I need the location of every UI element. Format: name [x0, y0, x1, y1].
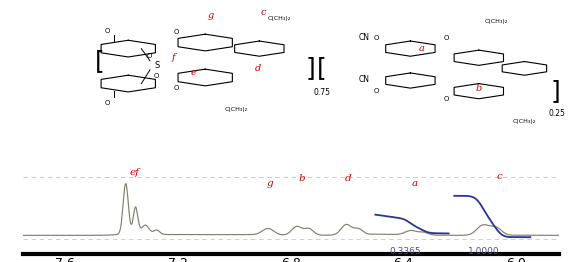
Text: b: b	[299, 174, 306, 183]
Text: 0.3365: 0.3365	[389, 247, 421, 256]
Text: CN: CN	[358, 74, 369, 84]
Text: 0.25: 0.25	[548, 110, 565, 118]
Text: f: f	[172, 53, 176, 62]
Text: O: O	[174, 29, 180, 35]
Text: ef: ef	[129, 168, 139, 177]
Text: O: O	[104, 28, 110, 34]
Text: O: O	[443, 35, 449, 41]
Text: O: O	[174, 85, 180, 91]
Text: ]: ]	[551, 79, 561, 103]
Text: C(CH₃)₂: C(CH₃)₂	[268, 16, 291, 21]
Text: O: O	[443, 96, 449, 102]
Text: a: a	[419, 44, 425, 53]
Text: O: O	[373, 88, 379, 94]
Text: a: a	[412, 179, 418, 188]
Text: d: d	[255, 64, 260, 73]
Text: c: c	[260, 8, 266, 17]
Text: O: O	[154, 73, 160, 79]
Text: O: O	[146, 53, 152, 59]
Text: C(CH₃)₂: C(CH₃)₂	[225, 107, 248, 112]
Text: ]: ]	[306, 56, 316, 80]
Text: [: [	[95, 49, 105, 73]
Text: [: [	[317, 56, 327, 80]
Text: O: O	[373, 35, 379, 41]
Text: C(CH₃)₂: C(CH₃)₂	[484, 19, 507, 24]
Text: CN: CN	[358, 34, 369, 42]
Text: c: c	[496, 172, 502, 181]
Text: O: O	[104, 100, 110, 106]
Text: e: e	[191, 68, 197, 78]
Text: g: g	[266, 179, 273, 188]
Text: C(CH₃)₂: C(CH₃)₂	[513, 119, 536, 124]
Text: S: S	[154, 61, 160, 70]
Text: 1.0000: 1.0000	[468, 247, 500, 256]
Text: g: g	[208, 11, 214, 20]
Text: d: d	[345, 174, 352, 183]
Text: b: b	[476, 84, 482, 93]
Text: 0.75: 0.75	[314, 88, 331, 97]
